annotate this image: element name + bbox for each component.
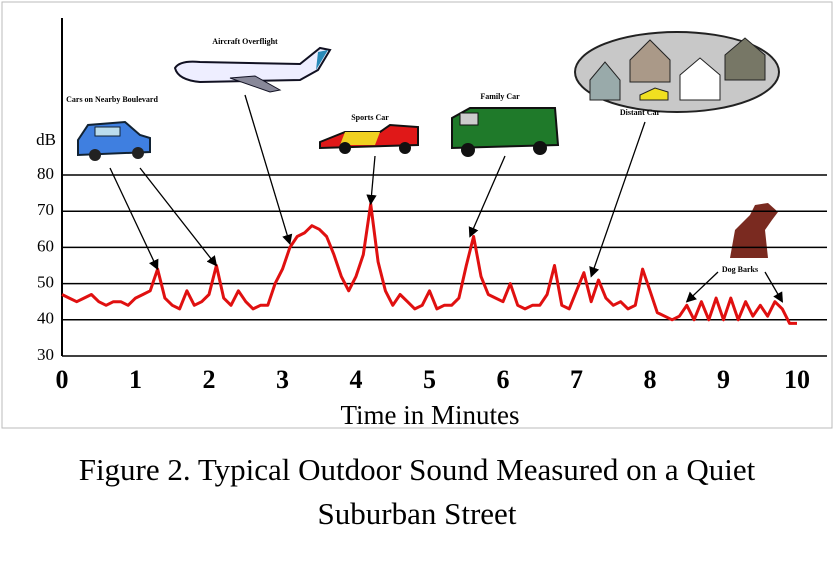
annotation-arrow	[366, 155, 377, 206]
dog-icon	[730, 203, 778, 258]
x-tick-label: 3	[276, 365, 289, 394]
annotation: Cars on Nearby Boulevard	[66, 95, 158, 104]
sports-car-icon	[319, 123, 419, 154]
x-tick-label: 9	[717, 365, 730, 394]
y-tick-label: 30	[37, 345, 54, 364]
annotation: Sports Car	[351, 113, 389, 122]
x-tick-label: 8	[644, 365, 657, 394]
x-tick-label: 5	[423, 365, 436, 394]
van-icon	[451, 107, 560, 157]
x-tick-label: 6	[497, 365, 510, 394]
annotation: Distant Car	[620, 108, 661, 117]
x-tick-label: 7	[570, 365, 583, 394]
annotation-arrow	[685, 271, 719, 303]
y-tick-label: 70	[37, 200, 54, 219]
y-tick-label: 80	[37, 164, 54, 183]
car-icon	[77, 120, 151, 161]
y-tick-label: 50	[37, 273, 54, 292]
annotation: Aircraft Overflight	[212, 37, 278, 46]
chart: dB Time in Minutes 30 40 50 60 70 80 0 1 2 3 4 5 6 7 8…	[1, 1, 833, 430]
y-tick-label: 60	[37, 236, 54, 255]
annotation-arrow	[139, 167, 218, 267]
frame	[1, 1, 833, 429]
annotation: Family Car	[480, 92, 520, 101]
x-tick-label: 2	[203, 365, 216, 394]
x-tick-label: 1	[129, 365, 142, 394]
annotation-arrow	[109, 167, 159, 271]
houses-icon	[574, 31, 780, 113]
plane-icon	[173, 46, 332, 93]
annotation-arrow	[589, 121, 646, 278]
y-axis-label: dB	[36, 130, 56, 149]
chart-title: Figure 2. Typical Outdoor Sound Measured…	[78, 452, 756, 531]
line	[61, 202, 797, 325]
x-axis-label: Time in Minutes	[340, 400, 519, 430]
annotation-arrow	[244, 94, 293, 246]
x-tick-label: 10	[784, 365, 810, 394]
annotation-arrow	[468, 155, 506, 238]
x-tick-label: 0	[56, 365, 69, 394]
x-tick-label: 4	[350, 365, 363, 394]
annotation: Dog Barks	[722, 265, 758, 274]
y-tick-label: 40	[37, 309, 54, 328]
annotation-arrow	[764, 271, 783, 303]
